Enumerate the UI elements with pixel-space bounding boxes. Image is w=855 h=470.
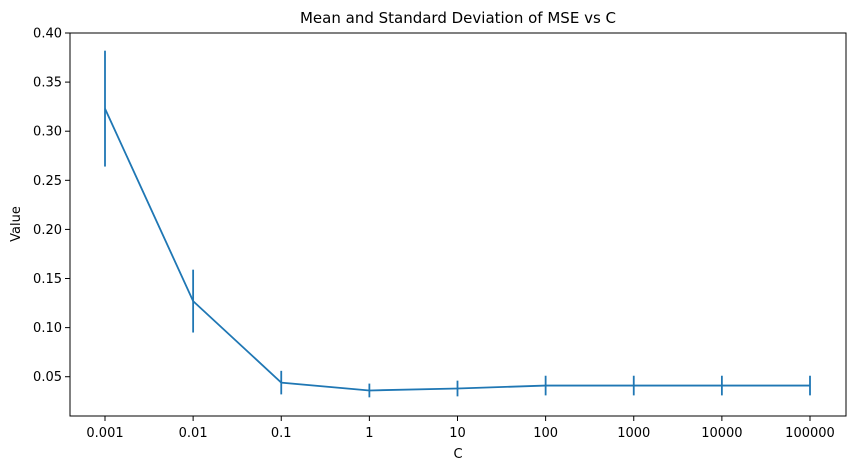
y-tick-label: 0.10 [33,321,62,336]
y-axis: 0.05 0.10 0.15 0.20 0.25 0.30 0.35 0.40 [33,27,70,385]
y-axis-label: Value [9,206,24,242]
x-tick-label: 1 [365,426,373,441]
x-tick-label: 10000 [701,426,742,441]
x-axis-label: C [453,447,462,462]
plot-marks [104,50,811,398]
y-tick-label: 0.40 [33,27,62,42]
y-tick-label: 0.05 [33,370,62,385]
y-tick-label: 0.30 [33,125,62,140]
x-tick-label: 100 [533,426,558,441]
y-tick-label: 0.25 [33,174,62,189]
x-tick-label: 0.001 [86,426,123,441]
chart-title: Mean and Standard Deviation of MSE vs C [300,9,616,27]
x-tick-label: 0.1 [271,426,292,441]
x-tick-label: 100000 [785,426,835,441]
series-line [104,108,810,392]
y-tick-label: 0.15 [33,272,62,287]
x-tick-label: 1000 [617,426,650,441]
plot-frame [69,32,847,417]
x-tick-label: 10 [449,426,466,441]
y-tick-label: 0.20 [33,223,62,238]
x-axis: 0.001 0.01 0.1 1 10 100 1000 10000 100000 [86,416,835,441]
y-tick-label: 0.35 [33,76,62,91]
x-tick-label: 0.01 [179,426,208,441]
